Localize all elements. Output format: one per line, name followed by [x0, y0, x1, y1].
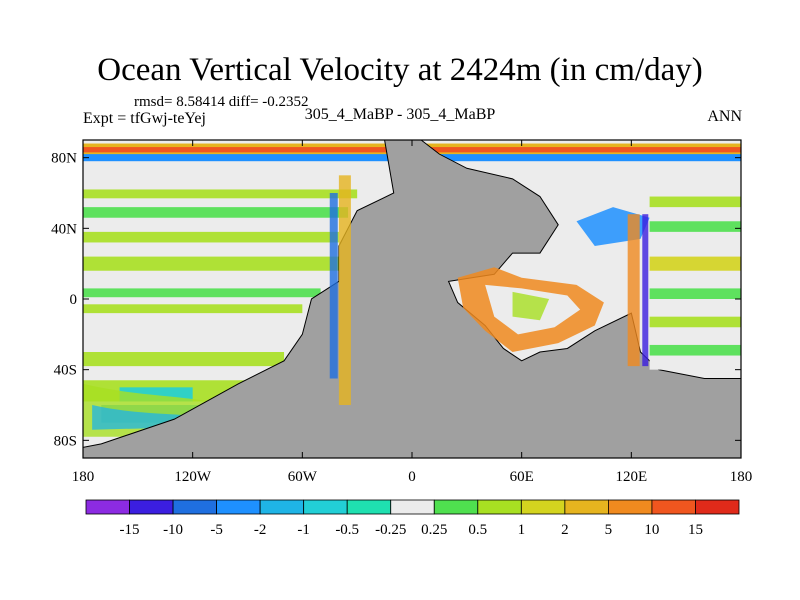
velocity-band: [83, 256, 339, 271]
x-tick-label: 60E: [510, 469, 534, 485]
interior-sea-field: [512, 291, 550, 321]
velocity-band: [83, 304, 303, 314]
x-tick-label: 120W: [174, 469, 212, 485]
y-tick-label: 40N: [51, 221, 77, 237]
colorbar-swatch: [259, 499, 305, 515]
x-tick-label: 120E: [615, 469, 647, 485]
velocity-band: [83, 231, 339, 243]
coastal-rim: [627, 214, 640, 367]
eastern-ocean: [649, 193, 741, 370]
colorbar-swatch: [85, 499, 130, 515]
comparison-label: 305_4_MaBP - 305_4_MaBP: [304, 106, 496, 123]
colorbar-label: 15: [688, 522, 703, 538]
x-tick-label: 60W: [288, 469, 318, 485]
y-tick-label: 80S: [54, 433, 77, 449]
velocity-band: [83, 288, 321, 298]
colorbar-swatch: [564, 499, 609, 515]
colorbar-label: -5: [210, 522, 223, 538]
colorbar-label: 1: [518, 522, 526, 538]
colorbar-label: 0.25: [421, 522, 447, 538]
colorbar-swatch: [520, 499, 566, 515]
rmsd-diff-stats: rmsd= 8.58414 diff= -0.2352: [134, 94, 309, 110]
colorbar-label: -1: [297, 522, 310, 538]
x-tick-label: 0: [408, 469, 416, 485]
season-label: ANN: [707, 108, 742, 125]
colorbar-swatch: [608, 499, 653, 515]
velocity-band: [83, 352, 285, 367]
velocity-band: [649, 344, 741, 356]
colorbar-label: -0.5: [335, 522, 359, 538]
y-tick-label: 40S: [54, 363, 77, 379]
colorbar-swatch: [129, 499, 174, 515]
colorbar-swatch: [477, 499, 522, 515]
velocity-band: [649, 256, 741, 271]
colorbar-label: -2: [254, 522, 267, 538]
colorbar-label: -0.25: [375, 522, 406, 538]
velocity-band: [649, 316, 741, 328]
experiment-label: Expt = tfGwj-teYej: [83, 110, 206, 127]
colorbar-swatch: [303, 499, 348, 515]
velocity-band: [649, 196, 741, 208]
velocity-band: [83, 189, 358, 199]
colorbar-swatch: [651, 499, 696, 515]
plot-layer: [83, 140, 741, 458]
velocity-band: [649, 288, 741, 299]
colorbar-label: 5: [605, 522, 613, 538]
colorbar-label: -15: [120, 522, 140, 538]
colorbar-label: 0.5: [468, 522, 487, 538]
colorbar-swatch: [172, 499, 217, 515]
velocity-band: [83, 207, 349, 218]
colorbar-label: 10: [644, 522, 659, 538]
chart-title: Ocean Vertical Velocity at 2424m (in cm/…: [97, 52, 703, 88]
velocity-band: [649, 221, 741, 232]
colorbar-label: 2: [561, 522, 569, 538]
colorbar-swatch: [695, 499, 740, 515]
colorbar-swatch: [433, 499, 479, 515]
x-tick-label: 180: [730, 469, 753, 485]
y-tick-label: 80N: [51, 151, 77, 167]
colorbar-label: -10: [163, 522, 183, 538]
colorbar-swatch: [390, 499, 435, 515]
y-tick-label: 0: [70, 292, 78, 308]
coastal-rim: [642, 214, 649, 367]
coastal-rim: [338, 175, 351, 405]
x-tick-label: 180: [72, 469, 95, 485]
colorbar-swatch: [346, 499, 392, 515]
colorbar-swatch: [216, 499, 261, 515]
coastal-rim: [329, 193, 338, 379]
